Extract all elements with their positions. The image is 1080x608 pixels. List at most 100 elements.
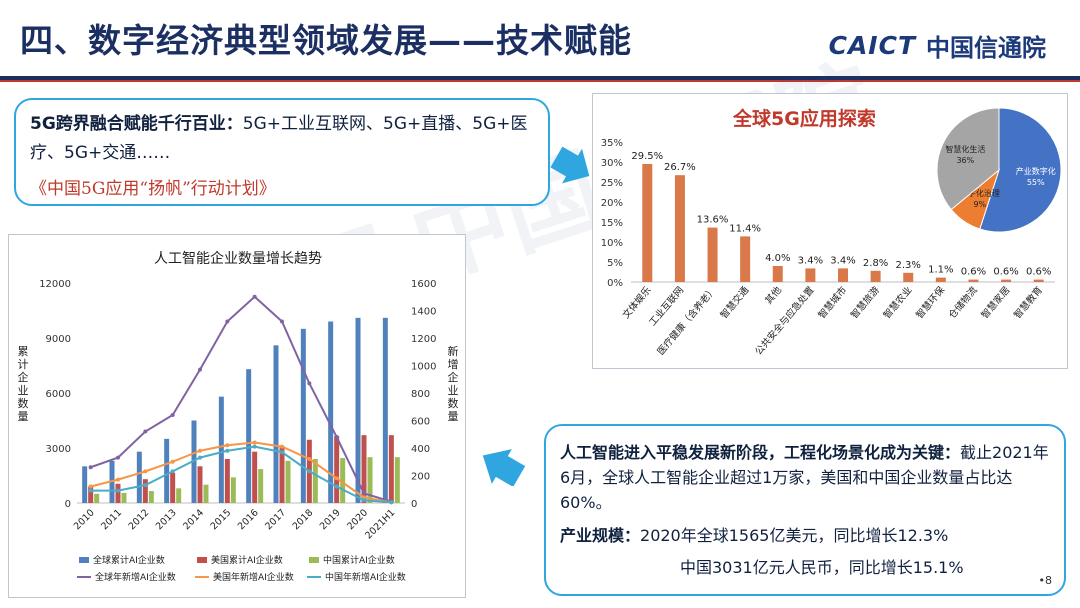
x-tick-label: 智慧城市 xyxy=(816,284,850,321)
line-美国年新增AI企业数 xyxy=(90,441,392,504)
point-中国年新增AI企业数-2020 xyxy=(362,498,366,503)
ai-summary-body: 截止2021年6月，全球人工智能企业超过1万家，美国和中国企业数量占比达60%。 xyxy=(560,443,1049,512)
bar-美国累计AI企业数-2012 xyxy=(142,479,148,503)
bar-其他 xyxy=(772,266,783,282)
header: 四、数字经济典型领域发展——技术赋能 CAICT 中国信通院 xyxy=(0,0,1080,86)
ai-summary-text: 人工智能进入平稳发展新阶段，工程化场景化成为关键：截止2021年6月，全球人工智… xyxy=(560,440,1050,515)
industry-scale-global-text: 2020年全球1565亿美元，同比增长12.3% xyxy=(640,526,949,545)
bar-全球累计AI企业数-2010 xyxy=(82,466,88,503)
x-tick-label: 2010 xyxy=(72,507,97,532)
data-label: 3.4% xyxy=(798,255,823,266)
arrow-right-icon xyxy=(550,146,590,184)
y-tick-label: 5% xyxy=(607,258,623,269)
data-label: 0.6% xyxy=(961,267,986,278)
y-right-axis-title-char: 量 xyxy=(448,410,459,423)
y-right-tick-label: 1400 xyxy=(411,307,436,318)
y-tick-label: 35% xyxy=(601,138,623,149)
x-tick-label: 智慧环保 xyxy=(914,284,948,321)
point-美国年新增AI企业数-2019 xyxy=(334,476,339,481)
bar-中国累计AI企业数-2018 xyxy=(312,459,318,503)
x-tick-label: 智慧农业 xyxy=(881,284,915,321)
bar-美国累计AI企业数-2019 xyxy=(334,436,340,503)
point-中国年新增AI企业数-2016 xyxy=(252,444,257,449)
bar-中国累计AI企业数-2015 xyxy=(230,477,236,503)
y-right-tick-label: 600 xyxy=(411,417,430,428)
y-right-tick-label: 1200 xyxy=(411,334,436,345)
x-tick-label: 医疗健康（含养老） xyxy=(655,284,719,357)
bar-美国累计AI企业数-2011 xyxy=(115,483,121,503)
logo-name: 中国信通院 xyxy=(926,34,1046,62)
point-全球年新增AI企业数-2010 xyxy=(88,465,93,470)
bar-美国累计AI企业数-2017 xyxy=(279,446,285,503)
bar-仓储物流 xyxy=(968,279,979,282)
bar-中国累计AI企业数-2021H1 xyxy=(394,457,400,503)
legend-label: 中国累计AI企业数 xyxy=(323,554,395,566)
logo-mark: CAICT xyxy=(828,31,916,60)
point-全球年新增AI企业数-2019 xyxy=(334,435,339,439)
x-tick-label: 智慧家居 xyxy=(979,284,1013,321)
bar-工业互联网 xyxy=(674,175,685,282)
bar-中国累计AI企业数-2013 xyxy=(176,488,182,503)
data-label: 11.4% xyxy=(729,223,761,234)
bar-智慧环保 xyxy=(935,277,946,282)
x-tick-label: 2012 xyxy=(127,507,152,532)
y-right-tick-label: 1000 xyxy=(411,362,436,373)
bar-智慧农业 xyxy=(903,272,914,282)
x-tick-label: 2018 xyxy=(291,507,316,532)
point-中国年新增AI企业数-2018 xyxy=(307,469,312,474)
y-right-axis-title-char: 企 xyxy=(448,370,459,384)
bar-美国累计AI企业数-2020 xyxy=(361,435,367,503)
x-tick-label: 2021H1 xyxy=(363,507,397,541)
data-label: 3.4% xyxy=(830,255,855,266)
point-中国年新增AI企业数-2013 xyxy=(170,469,175,474)
legend-label: 全球年新增AI企业数 xyxy=(95,571,176,583)
data-label: 29.5% xyxy=(631,151,663,162)
legend-label: 美国累计AI企业数 xyxy=(211,554,283,566)
point-中国年新增AI企业数-2012 xyxy=(143,483,148,488)
page-title: 四、数字经济典型领域发展——技术赋能 xyxy=(20,21,632,60)
y-left-tick-label: 6000 xyxy=(46,389,71,400)
y-right-tick-label: 400 xyxy=(411,444,430,455)
bar-全球累计AI企业数-2012 xyxy=(136,451,142,503)
x-tick-label: 2019 xyxy=(318,507,343,532)
bar-全球累计AI企业数-2013 xyxy=(164,438,170,503)
line-全球年新增AI企业数 xyxy=(90,295,392,503)
point-全球年新增AI企业数-2016 xyxy=(252,294,257,299)
y-left-tick-label: 9000 xyxy=(46,334,71,345)
x-tick-label: 文体娱乐 xyxy=(620,284,654,321)
bar-中国累计AI企业数-2017 xyxy=(285,460,291,503)
point-中国年新增AI企业数-2014 xyxy=(198,455,202,460)
bar-全球累计AI企业数-2016 xyxy=(246,369,252,503)
y-left-axis-title-char: 企 xyxy=(18,370,29,384)
x-tick-label: 2013 xyxy=(154,507,179,532)
header-rule-red xyxy=(0,80,1080,82)
bar-全球累计AI企业数-2021H1 xyxy=(382,317,388,503)
point-中国年新增AI企业数-2019 xyxy=(334,484,339,489)
bar-公共安全与应急处置 xyxy=(805,268,816,282)
point-全球年新增AI企业数-2012 xyxy=(143,429,148,434)
point-美国年新增AI企业数-2010 xyxy=(88,484,93,489)
bar-美国累计AI企业数-2010 xyxy=(88,486,94,503)
y-left-axis-title-char: 数 xyxy=(18,397,29,410)
y-right-tick-label: 1600 xyxy=(411,279,436,290)
point-中国年新增AI企业数-2010 xyxy=(88,488,93,493)
ai-enterprise-chart: 人工智能企业数量增长趋势 0 3000 6000 9000 12000 0 200 400 600… xyxy=(8,234,466,598)
y-tick-label: 30% xyxy=(601,158,623,169)
data-label: 2.3% xyxy=(896,260,921,271)
5g-chart-svg: 0%5%10%15%20%25%30%35%29.5%文体娱乐26.7%工业互联… xyxy=(601,107,1062,357)
legend-swatch xyxy=(197,557,207,563)
bar-医疗健康（含养老） xyxy=(707,227,718,282)
ai-chart-svg: 人工智能企业数量增长趋势 0 3000 6000 9000 12000 0 200 400 600… xyxy=(18,250,459,583)
bar-全球累计AI企业数-2018 xyxy=(300,328,306,503)
x-tick-label: 仓储物流 xyxy=(946,284,980,321)
x-tick-label: 2011 xyxy=(99,507,124,532)
legend-swatch xyxy=(309,557,319,563)
bar-美国累计AI企业数-2015 xyxy=(224,459,230,503)
pie-label: 产业数字化 xyxy=(1016,166,1056,176)
point-美国年新增AI企业数-2020 xyxy=(362,495,366,500)
point-美国年新增AI企业数-2017 xyxy=(280,444,284,449)
y-left-tick-label: 3000 xyxy=(46,444,71,455)
y-right-axis-title-char: 数 xyxy=(448,397,459,410)
logo: CAICT 中国信通院 xyxy=(829,28,1046,63)
bar-美国累计AI企业数-2013 xyxy=(170,472,176,503)
